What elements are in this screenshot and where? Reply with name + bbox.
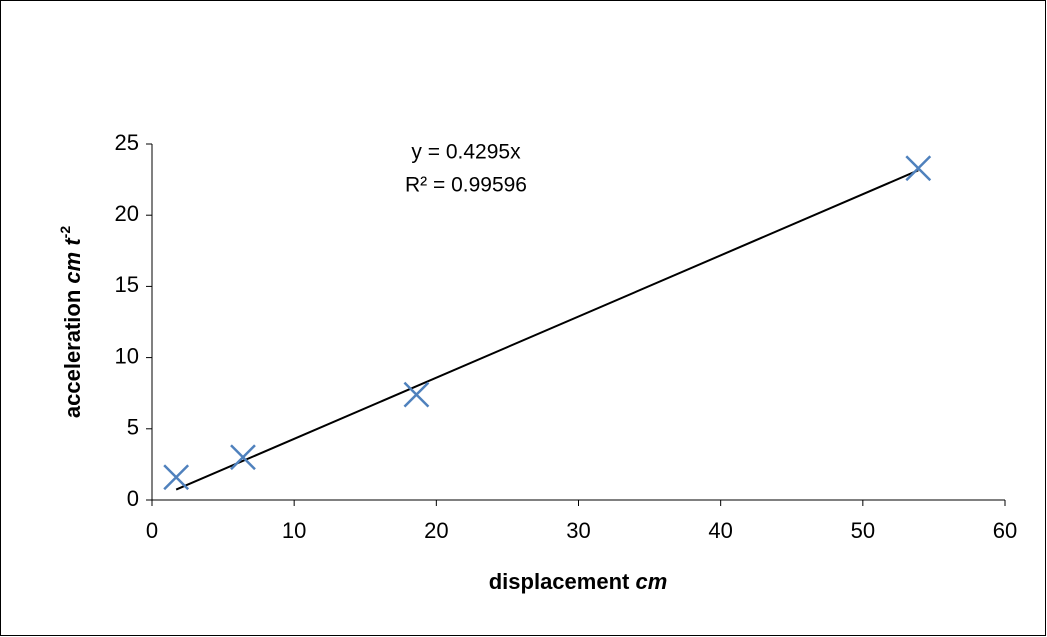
trendline: [175, 169, 919, 491]
data-point: [905, 155, 932, 182]
x-title-text: displacement: [489, 569, 630, 594]
y-tick-label: 20: [115, 201, 139, 226]
y-tick-label: 0: [127, 486, 139, 511]
y-tick-label: 10: [115, 343, 139, 368]
y-title-unit: t: [60, 237, 85, 246]
data-point: [403, 381, 430, 408]
x-title-unit: cm: [635, 569, 667, 594]
x-tick-label: 0: [146, 518, 158, 543]
x-tick-label: 40: [708, 518, 732, 543]
x-tick-label: 50: [851, 518, 875, 543]
x-axis-title: displacement cm: [489, 569, 668, 594]
y-axis-title: acceleration cm t-2: [57, 226, 85, 418]
x-tick-label: 10: [282, 518, 306, 543]
y-title-exponent: -2: [57, 226, 73, 239]
x-tick-label: 60: [993, 518, 1017, 543]
y-title-text: acceleration: [60, 290, 85, 418]
trendline-equation: y = 0.4295x: [411, 141, 521, 164]
y-tick-label: 5: [127, 415, 139, 440]
y-tick-label: 15: [115, 272, 139, 297]
data-point: [230, 444, 256, 471]
data-point: [163, 464, 190, 491]
y-title-unit: cm: [60, 252, 85, 284]
x-tick-label: 20: [424, 518, 448, 543]
trendline-r2: R² = 0.99596: [405, 174, 527, 197]
y-tick-label: 25: [115, 130, 139, 155]
x-tick-label: 30: [566, 518, 590, 543]
